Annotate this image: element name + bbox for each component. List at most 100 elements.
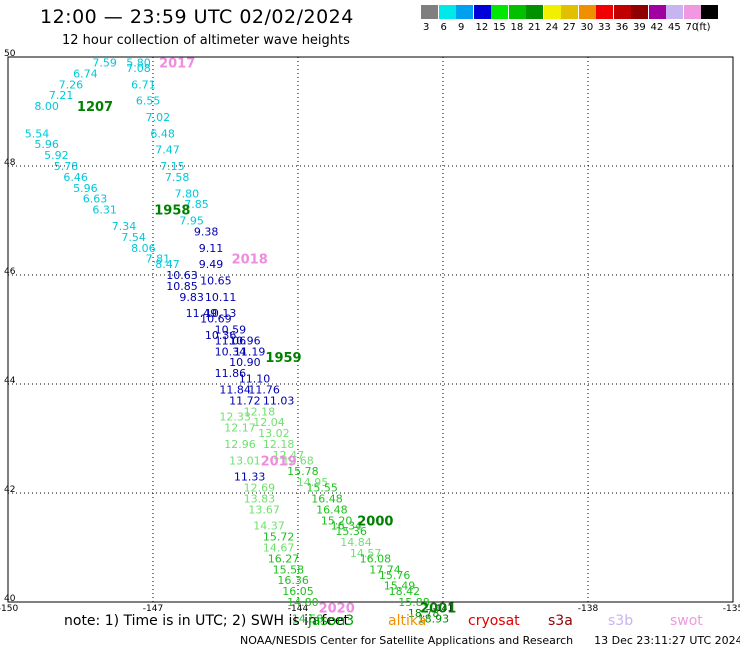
wave-height-label: 18.78 [408, 607, 440, 620]
colorbar-swatch [526, 5, 543, 19]
wave-height-label: 10.90 [229, 356, 261, 369]
wave-height-label: 7.95 [179, 215, 204, 228]
wave-height-label: 12.47 [273, 449, 305, 462]
wave-height-label: 5.80 [126, 56, 151, 69]
wave-height-label: 6.71 [131, 78, 156, 91]
wave-height-label: 14.58 [292, 612, 324, 625]
wave-height-label: 17.74 [369, 563, 401, 576]
wave-height-label: 8.00 [34, 100, 59, 113]
colorbar-label: 33 [598, 22, 611, 33]
colorbar-label: 70 [685, 22, 699, 33]
wave-height-label: 14.95 [297, 476, 329, 489]
wave-height-label: 15.78 [287, 465, 319, 478]
wave-height-label: 15.20 [321, 514, 353, 527]
wave-height-label: 11.49 [186, 307, 218, 320]
x-tick-label: -138 [578, 604, 599, 614]
colorbar-swatch [438, 5, 456, 19]
wave-height-label: 16.27 [268, 552, 300, 565]
wave-height-label: 7.26 [59, 78, 84, 91]
wave-height-label: 14.84 [340, 536, 372, 549]
colorbar-swatch [648, 5, 666, 19]
wave-height-label: 11.33 [234, 471, 266, 484]
colorbar-label: 42 [650, 22, 664, 33]
wave-height-label: 16.48 [311, 492, 343, 505]
colorbar-label: 15 [493, 22, 506, 33]
wave-height-label: 6.63 [83, 193, 108, 206]
wave-height-label: 16.05 [282, 585, 314, 598]
wave-height-label: 11.84 [219, 383, 251, 396]
wave-height-label: 11.06 [215, 334, 247, 347]
plot-frame [7, 56, 734, 603]
wave-height-label: 14.67 [263, 542, 295, 555]
colorbar-label: 18 [510, 22, 524, 33]
chart-subtitle: 12 hour collection of altimeter wave hei… [62, 33, 350, 48]
colorbar-label: 39 [633, 22, 646, 33]
wave-height-label: 7.58 [165, 171, 190, 184]
wave-height-label: 12.04 [253, 416, 285, 429]
wave-height-label: 6.55 [136, 95, 161, 108]
satellite-s3b: s3b [608, 613, 634, 629]
time-label: 2018 [232, 253, 268, 268]
wave-height-label: 9.83 [179, 291, 204, 304]
y-tick-label: 50 [4, 49, 16, 59]
colorbar-swatch [473, 5, 491, 19]
y-tick-label: 44 [4, 376, 16, 386]
time-label: 1207 [77, 100, 113, 115]
wave-height-label: 7.15 [160, 160, 185, 173]
wave-height-label: 10.69 [200, 313, 232, 326]
wave-height-label: 16.34 [331, 520, 363, 533]
wave-height-label: 13.67 [248, 503, 280, 516]
time-label: 2019 [261, 454, 297, 469]
colorbar-label: 27 [563, 22, 576, 33]
wave-height-label: 7.80 [175, 187, 200, 200]
colorbar-swatch [701, 5, 718, 19]
wave-height-label: 15.58 [273, 563, 305, 576]
wave-height-label: 11.03 [263, 394, 295, 407]
wave-height-label: 10.13 [205, 307, 237, 320]
wave-height-label: 18.93 [418, 612, 450, 625]
wave-height-label: 7.47 [155, 144, 180, 157]
wave-height-label: 15.76 [379, 569, 411, 582]
colorbar-swatch [543, 5, 561, 19]
wave-height-label: 15.88 [398, 596, 430, 609]
wave-height-label: 11.86 [215, 367, 247, 380]
time-label: 2001 [420, 601, 456, 616]
wave-height-label: 8.47 [155, 258, 180, 271]
chart-title: 12:00 — 23:59 UTC 02/02/2024 [40, 6, 354, 28]
wave-height-label: 6.31 [92, 204, 117, 217]
credit-text: NOAA/NESDIS Center for Satellite Applica… [240, 634, 574, 647]
wave-height-label: 12.33 [219, 411, 251, 424]
wave-height-label: 5.54 [25, 127, 50, 140]
wave-height-label: 12.18 [244, 405, 276, 418]
y-tick-label: 42 [4, 485, 15, 495]
time-label: 1959 [265, 351, 301, 366]
satellite-swot: swot [670, 613, 703, 629]
time-label: 2020 [319, 601, 355, 616]
credit-line: NOAA/NESDIS Center for Satellite Applica… [240, 634, 740, 647]
colorbar-swatch [683, 5, 701, 19]
wave-height-label: 7.02 [146, 111, 171, 124]
wave-height-label: 12.96 [224, 438, 256, 451]
satellite-cryosat: cryosat [468, 613, 520, 629]
colorbar-label: 3 [423, 22, 430, 33]
wave-height-label: 7.54 [121, 231, 146, 244]
colorbar-swatch [561, 5, 578, 19]
colorbar-label: 9 [458, 22, 465, 33]
wave-height-label: 10.59 [215, 324, 247, 337]
wave-height-label: 10.36 [205, 329, 237, 342]
wave-height-label: 10.65 [200, 274, 232, 287]
colorbar-unit: (ft) [695, 22, 711, 33]
wave-height-label: 12.69 [244, 482, 276, 495]
wave-height-label: 6.48 [150, 127, 175, 140]
wave-height-label: 5.96 [34, 138, 59, 151]
wave-height-label: 16.48 [316, 503, 348, 516]
x-tick-label: -150 [0, 604, 18, 614]
wave-height-label: 15.72 [263, 531, 295, 544]
wave-height-label: 7.59 [92, 56, 117, 69]
wave-height-label: 7.21 [49, 89, 74, 102]
wave-height-label: 15.49 [384, 580, 416, 593]
wave-height-label: 10.63 [166, 269, 198, 282]
wave-height-label: 6.46 [63, 171, 88, 184]
wave-height-label: 9.49 [199, 258, 224, 271]
